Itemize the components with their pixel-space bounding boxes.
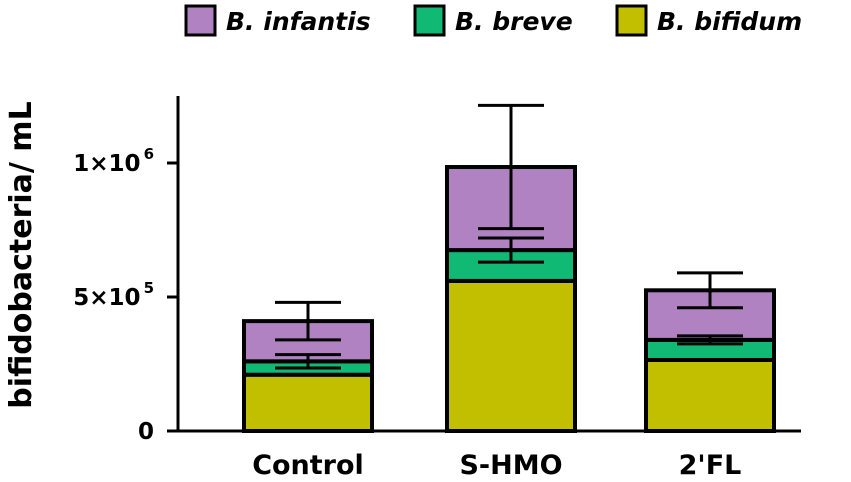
legend-label-b-breve: B. breve [455,7,573,36]
y-tick-exponent: 5 [144,279,154,297]
error-bar-lower-2-fl-b-infantis [677,290,743,310]
error-bar-lower-s-hmo-b-breve [478,250,544,264]
error-bar-2-fl-b-breve [677,334,743,340]
x-tick-label: Control [252,450,364,481]
y-axis-label: bifidobacteria/ mL [4,101,39,408]
legend-swatch-b-infantis [184,4,217,37]
y-tick-label: 0 [138,419,154,445]
x-axis-labels: Control S-HMO 2'FL [252,450,741,481]
legend-label-b-bifidum: B. bifidum [657,7,802,36]
error-bar-lower-control-b-infantis [275,321,341,342]
legend-label-b-infantis: B. infantis [226,7,371,36]
error-bar-lower-s-hmo-b-infantis [478,167,544,231]
error-bar-control-b-infantis [275,300,341,322]
error-bar-2-fl-b-infantis [677,271,743,291]
x-tick-label: 2'FL [679,450,742,481]
bar-s-hmo-b-bifidum [445,278,577,434]
y-tick-exponent: 6 [144,145,154,163]
error-bar-s-hmo-b-breve [478,236,544,251]
error-bar-lower-2-fl-b-breve [677,339,743,346]
x-tick-label: S-HMO [459,450,562,481]
error-bar-lower-control-b-breve [275,361,341,370]
legend: B. infantis B. breve B. bifidum [184,4,802,37]
y-tick-base: 5×10 [73,285,140,311]
y-tick-label: 5×10 5 [73,279,154,311]
legend-swatch-b-breve [413,4,446,37]
axis-lines [176,96,801,433]
y-axis-ticks: 0 5×10 5 1×10 6 [73,145,178,445]
y-tick-base: 0 [138,419,154,445]
legend-swatch-b-bifidum [615,4,648,37]
bar-control-b-bifidum [242,372,374,433]
y-tick-base: 1×10 [73,151,140,177]
error-bar-control-b-breve [275,353,341,362]
bar-2-fl-b-bifidum [644,357,776,434]
error-bars [275,103,743,370]
error-bar-s-hmo-b-infantis [478,103,544,168]
y-tick-label: 1×10 6 [73,145,154,177]
bars [242,165,776,434]
